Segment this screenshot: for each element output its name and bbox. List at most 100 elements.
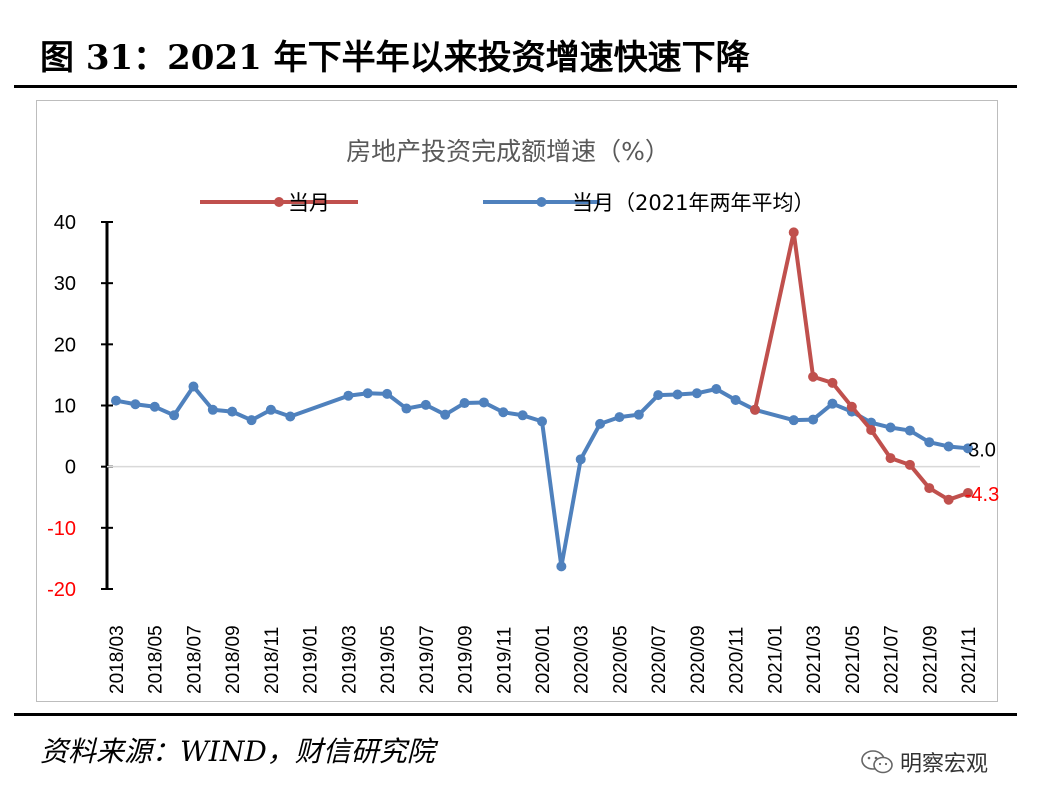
data-point [130,399,141,410]
y-tick-label: -20 [47,579,76,601]
data-point [808,414,819,425]
data-point [401,403,412,414]
x-tick-label: 2021/09 [920,625,941,694]
data-point [963,443,973,454]
series-monthly [750,227,973,505]
x-tick-label: 2020/03 [572,625,593,694]
chart-series [111,227,973,572]
y-tick-label: 40 [54,212,76,234]
data-point [459,398,470,409]
x-tick-label: 2020/05 [610,625,631,694]
x-tick-label: 2018/07 [184,625,205,694]
data-point [227,406,238,417]
series-line [115,384,969,569]
y-tick-label: 30 [54,273,76,295]
x-tick-label: 2019/11 [494,627,515,694]
chart-legend: 当月 当月（2021年两年平均） [200,191,814,215]
legend-item: 当月 [200,191,358,215]
data-point [188,381,199,392]
data-point [440,409,451,420]
data-point [614,412,625,423]
data-point [711,383,722,394]
series-line [753,230,969,502]
chart-axes: 40 30 20 10 0 -10 -20 2018/03 2018/05 2018/07 2018… [47,212,980,694]
data-point [750,404,760,415]
data-point [265,404,276,415]
top-rule [14,85,1017,88]
chart-frame [36,100,998,702]
source-note: 资料来源：WIND，财信研究院 [40,735,435,768]
data-point [672,389,683,400]
data-point [595,418,606,429]
x-tick-label: 2020/11 [727,627,748,694]
data-point [478,397,489,408]
data-point [943,441,954,452]
data-point [517,410,528,421]
y-tick-label: -10 [47,518,76,540]
x-tick-label: 2021/01 [765,625,786,694]
legend-marker [536,197,547,207]
legend-marker [274,197,284,207]
data-point [924,483,935,494]
data-point [730,394,741,405]
data-point [537,416,547,427]
data-point [653,390,664,401]
data-point [362,388,373,399]
x-tick-label: 2019/03 [339,625,360,694]
data-point [149,401,160,412]
x-tick-label: 2019/07 [417,625,438,694]
legend-label: 当月 [288,191,330,215]
x-tick-label: 2020/09 [688,625,709,694]
end-label: -4.3 [965,484,999,506]
data-point [827,377,838,388]
x-tick-label: 2021/03 [804,625,825,694]
y-tick-label: 20 [54,334,76,356]
legend-item: 当月（2021年两年平均） [483,191,814,215]
x-tick-label: 2018/09 [223,625,244,694]
data-point [788,227,799,238]
x-tick-label: 2019/09 [456,625,477,694]
x-tick-label: 2019/05 [378,625,399,694]
series-two-year-avg [111,381,973,572]
data-point [827,398,838,409]
data-point [382,388,393,399]
data-point [885,453,896,464]
x-tick-label: 2020/01 [533,625,554,694]
data-point [788,415,799,426]
data-point [111,395,121,406]
data-point [924,437,935,448]
x-tick-label: 2021/11 [959,627,980,694]
data-point [343,390,354,401]
data-point [207,404,218,415]
data-point [420,399,431,410]
data-point [808,371,819,382]
watermark: 明察宏观 [860,746,988,778]
watermark-text: 明察宏观 [900,752,989,777]
figure-title: 图 31：2021 年下半年以来投资增速快速下降 [40,38,750,78]
data-point [556,561,567,572]
chart-title: 房地产投资完成额增速（%） [346,137,670,166]
bottom-rule [14,713,1017,716]
data-point [963,487,973,498]
x-tick-label: 2021/07 [882,625,903,694]
x-tick-label: 2020/07 [649,625,670,694]
x-tick-label: 2018/03 [107,625,128,694]
wechat-icon [861,750,893,774]
legend-label: 当月（2021年两年平均） [572,191,814,215]
data-point [285,411,296,422]
data-point [169,410,180,421]
data-point [691,388,702,399]
data-point [575,454,586,465]
y-tick-label: 0 [65,457,76,479]
data-point [246,415,257,426]
data-point [498,407,509,418]
x-tick-label: 2018/05 [146,625,167,694]
data-point [904,459,915,470]
chart-end-labels: 3.0 -4.3 [965,439,999,506]
x-tick-label: 2019/01 [301,625,322,694]
data-point [885,422,896,433]
y-tick-label: 10 [54,396,76,418]
x-tick-label: 2018/11 [262,627,283,694]
data-point [846,401,857,412]
